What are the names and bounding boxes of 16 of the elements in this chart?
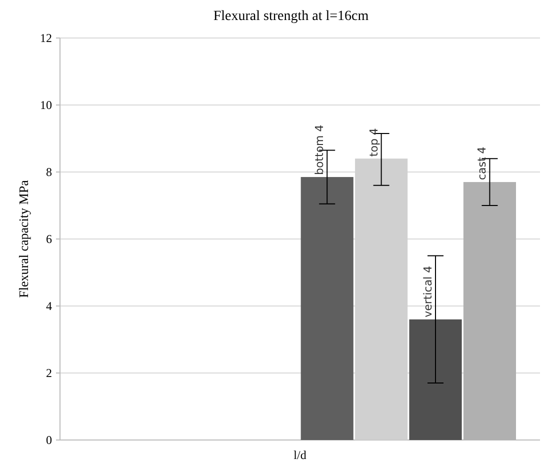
y-tick-label: 12 <box>40 31 52 45</box>
text: vertical 4 <box>422 266 435 318</box>
text: top 4 <box>367 128 380 157</box>
chart-title: Flexural strength at l=16cm <box>213 9 369 24</box>
bar <box>300 177 354 440</box>
y-tick-label: 10 <box>40 98 52 112</box>
y-tick-label: 2 <box>46 366 52 380</box>
bar <box>409 319 462 440</box>
y-axis-title: Flexural capacity MPa <box>16 180 31 298</box>
y-tick-label: 6 <box>46 232 52 246</box>
y-tick-label: 4 <box>46 299 52 313</box>
x-axis-title: l/d <box>294 448 306 462</box>
y-tick-label: 8 <box>46 165 52 179</box>
text: bottom 4 <box>313 124 326 176</box>
y-tick-label: 0 <box>46 433 52 447</box>
text: cast 4 <box>476 146 489 180</box>
